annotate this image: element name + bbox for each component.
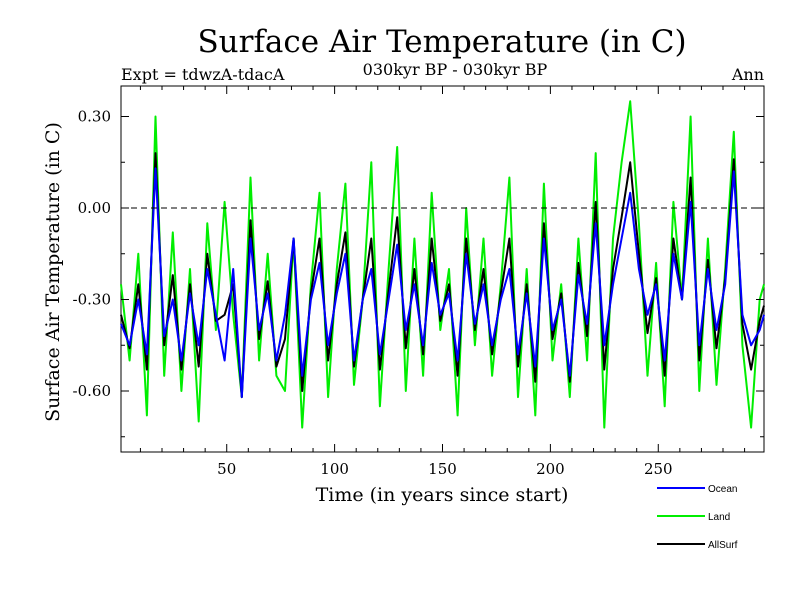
- legend: Ocean Land AllSurf: [657, 484, 738, 551]
- series-layer: [120, 100, 765, 429]
- x-axis-label: Time (in years since start): [316, 484, 569, 506]
- y-tick-label: -0.30: [73, 291, 111, 309]
- plot-area: 50 100 150 200 250 0.30 0.00 -0.30 -0.60: [73, 85, 765, 478]
- legend-label-ocean: Ocean: [708, 484, 737, 495]
- y-tick-label: -0.60: [73, 382, 111, 400]
- chart-title: Surface Air Temperature (in C): [197, 24, 686, 60]
- y-axis-ticks: 0.30 0.00 -0.30 -0.60: [73, 108, 764, 438]
- experiment-label: Expt = tdwzA-tdacA: [121, 65, 285, 84]
- x-tick-label: 250: [644, 460, 673, 478]
- x-tick-label: 50: [217, 460, 236, 478]
- chart-subtitle: 030kyr BP - 030kyr BP: [363, 60, 548, 79]
- season-label: Ann: [731, 65, 764, 84]
- y-tick-label: 0.00: [78, 199, 111, 217]
- legend-label-allsurf: AllSurf: [708, 540, 738, 551]
- series-line-land: [120, 100, 765, 429]
- series-line-ocean: [120, 167, 765, 399]
- y-axis-label: Surface Air Temperature (in C): [42, 122, 64, 422]
- legend-label-land: Land: [708, 512, 730, 523]
- x-tick-label: 200: [536, 460, 565, 478]
- y-tick-label: 0.30: [78, 108, 111, 126]
- plot-frame: [120, 85, 765, 453]
- x-tick-label: 150: [428, 460, 457, 478]
- x-tick-label: 100: [320, 460, 349, 478]
- x-axis-ticks: 50 100 150 200 250: [139, 86, 746, 478]
